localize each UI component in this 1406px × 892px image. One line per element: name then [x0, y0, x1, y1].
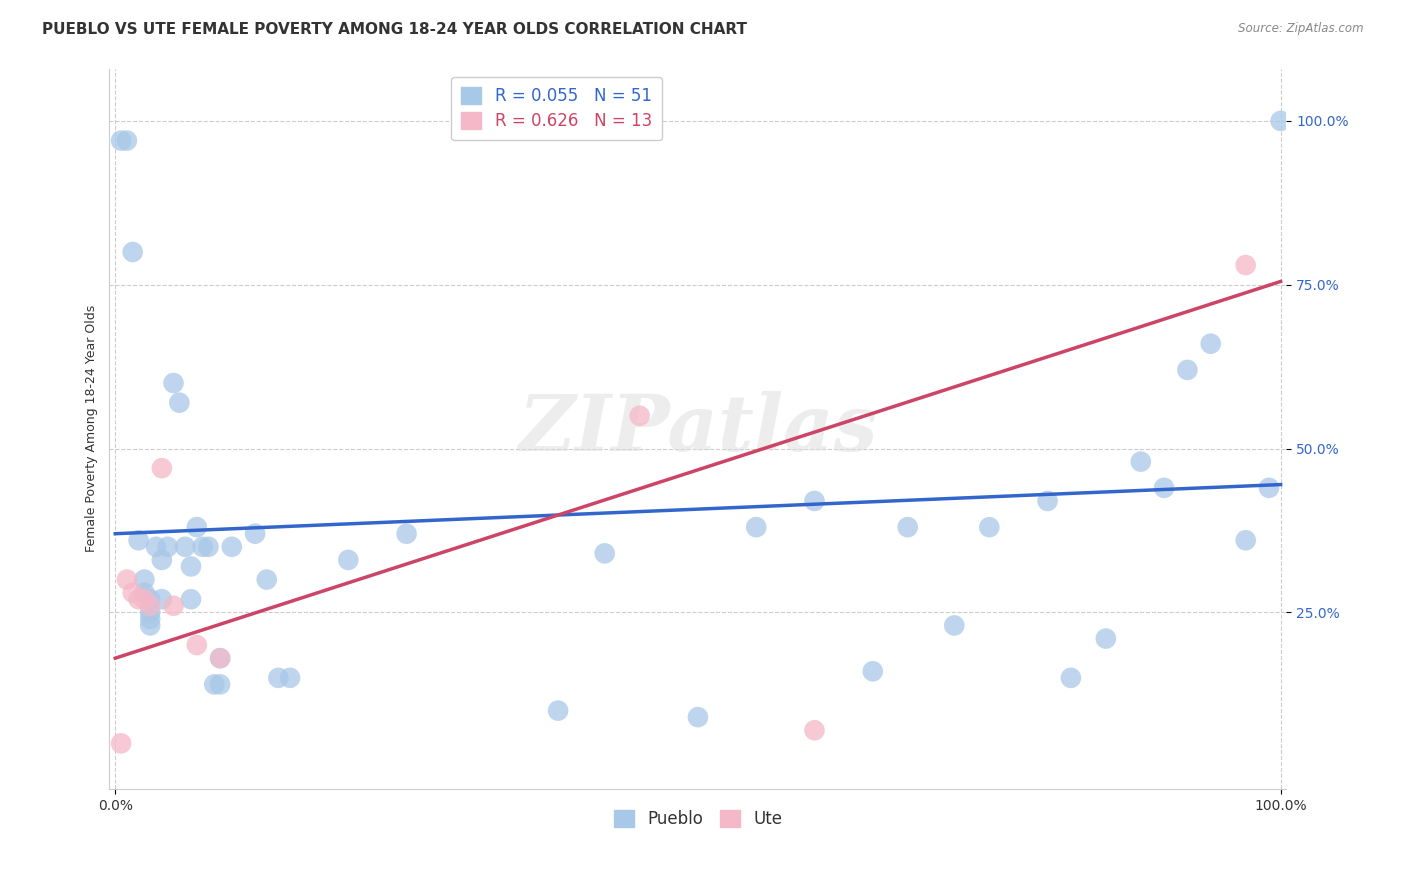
Point [979, 520, 1001, 534]
Point [145, 540, 167, 554]
Point [121, 244, 143, 259]
Point [150, 553, 173, 567]
Point [1258, 481, 1281, 495]
Point [139, 605, 162, 619]
Point [1129, 455, 1152, 469]
Point [1153, 481, 1175, 495]
Point [169, 395, 191, 409]
Point [134, 573, 156, 587]
Point [128, 533, 150, 548]
Text: PUEBLO VS UTE FEMALE POVERTY AMONG 18-24 YEAR OLDS CORRELATION CHART: PUEBLO VS UTE FEMALE POVERTY AMONG 18-24… [42, 22, 747, 37]
Point [180, 559, 202, 574]
Point [139, 592, 162, 607]
Point [1234, 533, 1257, 548]
Point [134, 585, 156, 599]
Point [162, 376, 184, 390]
Point [150, 461, 173, 475]
Text: Source: ZipAtlas.com: Source: ZipAtlas.com [1239, 22, 1364, 36]
Point [115, 573, 138, 587]
Point [256, 573, 278, 587]
Point [162, 599, 184, 613]
Point [1199, 336, 1222, 351]
Point [1036, 494, 1059, 508]
Point [1060, 671, 1083, 685]
Point [1177, 363, 1199, 377]
Point [686, 710, 709, 724]
Point [267, 671, 290, 685]
Point [1234, 258, 1257, 272]
Point [139, 612, 162, 626]
Point [115, 134, 138, 148]
Point [110, 134, 132, 148]
Point [395, 526, 418, 541]
Point [243, 526, 266, 541]
Point [337, 553, 360, 567]
Point [628, 409, 651, 423]
Point [803, 723, 825, 738]
Point [180, 592, 202, 607]
Legend: Pueblo, Ute: Pueblo, Ute [607, 804, 789, 835]
Point [134, 592, 156, 607]
Point [943, 618, 966, 632]
Y-axis label: Female Poverty Among 18-24 Year Olds: Female Poverty Among 18-24 Year Olds [86, 305, 98, 552]
Point [191, 540, 214, 554]
Point [278, 671, 301, 685]
Point [139, 599, 162, 613]
Point [803, 494, 825, 508]
Point [593, 546, 616, 560]
Point [110, 736, 132, 750]
Point [1095, 632, 1118, 646]
Point [897, 520, 920, 534]
Point [1270, 114, 1292, 128]
Point [547, 704, 569, 718]
Point [121, 585, 143, 599]
Point [209, 677, 232, 691]
Point [139, 618, 162, 632]
Point [209, 651, 232, 665]
Point [150, 592, 173, 607]
Point [128, 592, 150, 607]
Point [186, 638, 208, 652]
Point [862, 665, 884, 679]
Point [745, 520, 768, 534]
Point [209, 651, 232, 665]
Point [221, 540, 243, 554]
Point [174, 540, 197, 554]
Point [156, 540, 179, 554]
Text: ZIPatlas: ZIPatlas [519, 391, 877, 467]
Point [186, 520, 208, 534]
Point [197, 540, 219, 554]
Point [202, 677, 225, 691]
